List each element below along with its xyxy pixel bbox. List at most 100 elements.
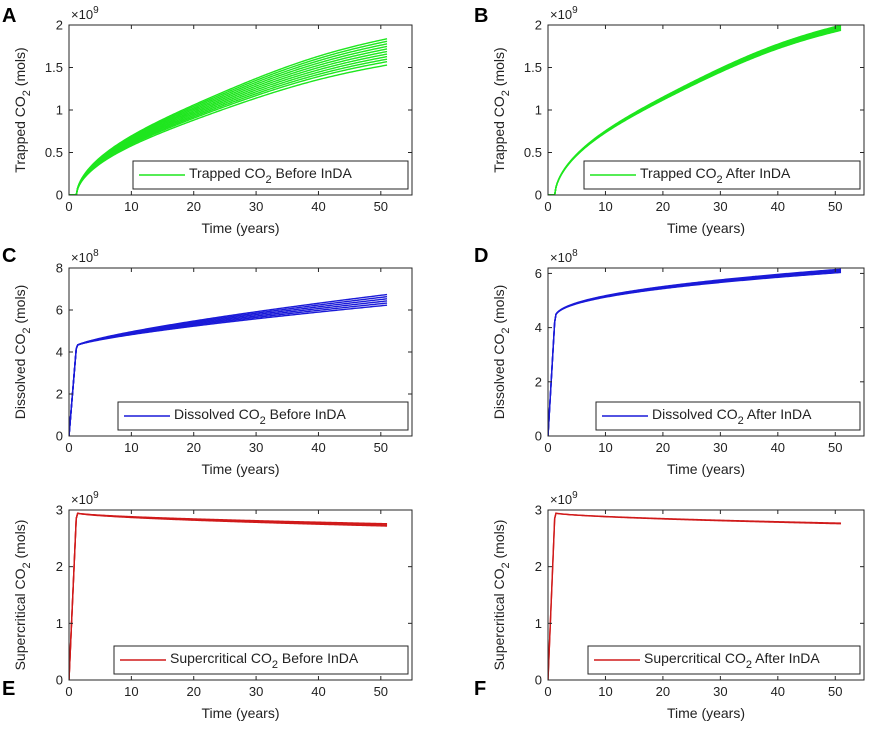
series-line [69, 45, 388, 195]
series-line [69, 48, 388, 195]
x-tick-label: 0 [544, 684, 551, 699]
panel-F: F 0 10 20 30 40 50 0 1 2 3 ×109 Time (years) Supercri… [474, 490, 865, 721]
x-tick-label: 10 [598, 199, 612, 214]
series-line [69, 512, 388, 680]
y-tick-label: 4 [56, 345, 63, 360]
series-line [69, 61, 388, 195]
y-tick-label: 0 [535, 188, 542, 203]
x-tick-label: 10 [124, 684, 138, 699]
y-axis-label: Trapped CO2 (mols) [491, 47, 512, 172]
y-tick-label: 0 [535, 429, 542, 444]
x-tick-label: 10 [598, 440, 612, 455]
series-group [548, 512, 842, 680]
series-line [548, 512, 842, 680]
series-group [548, 25, 842, 195]
y-tick-label: 0 [56, 188, 63, 203]
x-tick-label: 30 [713, 199, 727, 214]
y-tick-label: 2 [535, 559, 542, 574]
y-axis-label: Dissolved CO2 (mols) [491, 285, 512, 420]
legend: Supercritical CO2 Before InDA [113, 645, 409, 675]
x-tick-label: 30 [249, 199, 263, 214]
series-group [69, 293, 388, 436]
x-tick-label: 50 [828, 199, 842, 214]
legend-label: Dissolved CO2 After InDA [652, 406, 812, 427]
x-tick-label: 10 [124, 440, 138, 455]
legend: Supercritical CO2 After InDA [587, 645, 861, 675]
x-axis-label: Time (years) [667, 220, 745, 236]
panel-D: D 0 10 20 30 40 50 0 2 4 6 ×108 Time (years) Dissolve… [474, 245, 865, 477]
x-tick-label: 50 [374, 684, 388, 699]
x-tick-label: 20 [186, 440, 200, 455]
series-line [548, 268, 842, 436]
legend: Dissolved CO2 Before InDA [117, 401, 409, 431]
x-tick-label: 20 [656, 199, 670, 214]
x-tick-label: 0 [544, 440, 551, 455]
y-tick-label: 1 [56, 103, 63, 118]
x-tick-label: 10 [124, 199, 138, 214]
axes-box [547, 267, 865, 437]
x-tick-label: 0 [65, 199, 72, 214]
panel-letter: B [474, 5, 488, 27]
y-tick-label: 0.5 [524, 145, 542, 160]
x-tick-label: 0 [544, 199, 551, 214]
y-multiplier: ×109 [71, 5, 99, 22]
series-group [548, 268, 842, 436]
y-tick-label: 6 [56, 303, 63, 318]
series-line [548, 25, 842, 195]
series-line [69, 53, 388, 195]
x-tick-label: 50 [374, 440, 388, 455]
panel-A: A 0 10 20 30 40 50 0 0.5 1 1.5 2 ×109 Time (years) Tra… [2, 5, 413, 236]
x-tick-label: 20 [656, 684, 670, 699]
x-tick-label: 30 [713, 684, 727, 699]
legend-label: Supercritical CO2 Before InDA [170, 650, 359, 671]
x-axis-label: Time (years) [667, 461, 745, 477]
legend-label: Trapped CO2 After InDA [640, 165, 791, 186]
y-multiplier: ×109 [550, 490, 578, 507]
x-tick-label: 20 [656, 440, 670, 455]
y-multiplier: ×109 [550, 5, 578, 22]
y-tick-label: 2 [56, 387, 63, 402]
legend: Trapped CO2 After InDA [583, 160, 861, 190]
series-line [69, 50, 388, 195]
y-multiplier: ×108 [71, 248, 99, 265]
y-axis-label: Supercritical CO2 (mols) [12, 520, 33, 671]
series-line [69, 38, 388, 195]
y-tick-label: 0 [56, 429, 63, 444]
x-tick-label: 10 [598, 684, 612, 699]
y-tick-label: 2 [56, 18, 63, 33]
x-tick-label: 50 [828, 684, 842, 699]
x-tick-label: 20 [186, 684, 200, 699]
y-tick-label: 3 [56, 503, 63, 518]
panel-letter: E [2, 678, 15, 700]
series-line [69, 58, 388, 195]
y-tick-label: 2 [535, 374, 542, 389]
y-tick-label: 0.5 [45, 145, 63, 160]
x-tick-label: 40 [771, 199, 785, 214]
series-group [69, 512, 388, 680]
x-tick-label: 40 [311, 440, 325, 455]
y-tick-label: 2 [56, 559, 63, 574]
series-group [69, 38, 388, 195]
series-line [69, 40, 388, 195]
y-tick-label: 0 [535, 673, 542, 688]
x-tick-label: 40 [311, 684, 325, 699]
panel-letter: F [474, 678, 486, 700]
x-tick-label: 0 [65, 684, 72, 699]
legend-label: Supercritical CO2 After InDA [644, 650, 820, 671]
axes-box [547, 509, 865, 681]
x-axis-label: Time (years) [201, 220, 279, 236]
y-tick-label: 1 [535, 616, 542, 631]
panel-E: E 0 10 20 30 40 50 0 1 2 3 ×109 Time (years) Supercri… [2, 490, 413, 721]
x-axis-label: Time (years) [667, 705, 745, 721]
y-multiplier: ×109 [71, 490, 99, 507]
panel-C: C 0 10 20 30 40 50 0 2 4 6 8 ×108 Time (years) Dissolv… [2, 245, 413, 477]
x-tick-label: 40 [771, 440, 785, 455]
series-line [69, 55, 388, 195]
x-axis-label: Time (years) [201, 705, 279, 721]
x-tick-label: 50 [828, 440, 842, 455]
y-axis-label: Dissolved CO2 (mols) [12, 285, 33, 420]
y-axis-label: Trapped CO2 (mols) [12, 47, 33, 172]
y-multiplier: ×108 [550, 248, 578, 265]
y-tick-label: 3 [535, 503, 542, 518]
x-tick-label: 30 [249, 684, 263, 699]
